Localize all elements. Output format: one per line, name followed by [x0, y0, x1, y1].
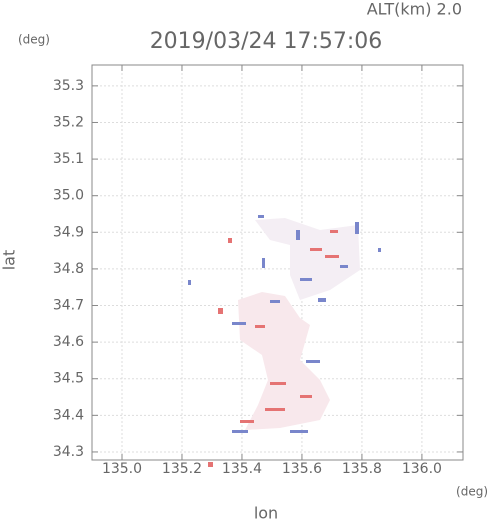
y-axis-label: lat: [0, 250, 19, 271]
x-tick-label: 136.0: [402, 461, 442, 477]
y-tick-label: 34.9: [53, 224, 84, 240]
y-tick-label: 34.7: [53, 298, 84, 314]
echo-area: [255, 218, 360, 300]
y-tick-label: 35.3: [53, 78, 84, 94]
y-tick-label: 35.1: [53, 151, 84, 167]
x-tick-label: 135.4: [222, 461, 262, 477]
x-tick-label: 135.8: [342, 461, 382, 477]
chart-title: 2019/03/24 17:57:06: [150, 29, 383, 54]
x-tick-label: 135.6: [282, 461, 322, 477]
x-axis-label: lon: [254, 504, 278, 521]
y-tick-label: 34.4: [53, 407, 84, 423]
y-unit: (deg): [18, 33, 50, 47]
y-tick-label: 34.3: [53, 444, 84, 460]
x-tick-label: 135.0: [102, 461, 142, 477]
y-tick-label: 34.6: [53, 334, 84, 350]
y-tick-label: 35.0: [53, 188, 84, 204]
plot-frame: [91, 64, 464, 461]
y-tick-label: 34.5: [53, 371, 84, 387]
echo-cell: [188, 215, 381, 433]
y-tick-label: 34.8: [53, 261, 84, 277]
grid: [92, 65, 463, 460]
y-tick-label: 35.2: [53, 114, 84, 130]
chart-subtitle: ALT(km) 2.0: [367, 0, 462, 19]
radar-echo: [188, 215, 381, 467]
x-tick-label: 135.2: [162, 461, 202, 477]
echo-cell: [208, 230, 339, 467]
x-unit: (deg): [456, 485, 488, 499]
